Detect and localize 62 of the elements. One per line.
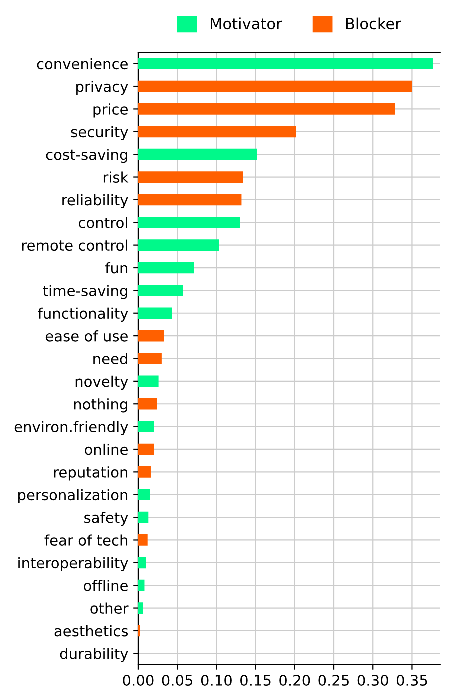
- y-tick-label: control: [79, 217, 128, 228]
- bar: [138, 126, 296, 138]
- y-tick-label: offline: [84, 580, 128, 592]
- y-tick-label: other: [90, 602, 129, 614]
- y-tick-label: personalization: [18, 489, 128, 504]
- bar: [138, 444, 154, 456]
- bar: [138, 421, 154, 432]
- y-tick-label: risk: [104, 172, 129, 184]
- y-tick-label: aesthetics: [54, 625, 128, 637]
- bar: [138, 308, 172, 320]
- legend-label: Motivator: [211, 18, 282, 30]
- x-tick-label: 0.30: [358, 674, 388, 686]
- bar: [138, 148, 258, 160]
- y-tick-label: novelty: [76, 376, 128, 390]
- bar: [138, 330, 164, 342]
- legend-label: Blocker: [346, 18, 402, 30]
- bar: [138, 104, 396, 115]
- y-tick-label: durability: [60, 648, 128, 662]
- y-tick-label: nothing: [74, 398, 128, 413]
- x-tick-label: 0.15: [240, 674, 271, 686]
- bar: [138, 58, 434, 70]
- bar: [138, 534, 148, 546]
- bar: [138, 557, 146, 569]
- bar: [138, 80, 412, 92]
- y-tick-label: time-saving: [43, 285, 128, 300]
- bar: [138, 512, 149, 524]
- y-tick-label: security: [71, 126, 128, 140]
- bar: [138, 353, 162, 364]
- bar: [138, 285, 184, 296]
- y-tick-label: safety: [84, 512, 128, 526]
- y-tick-label: interoperability: [18, 557, 128, 572]
- x-tick-label: 0.35: [396, 674, 428, 686]
- y-tick-label: convenience: [37, 58, 128, 70]
- x-tick-label: 0.25: [318, 674, 349, 686]
- bar: [138, 376, 159, 388]
- x-tick-label: 0.00: [123, 674, 154, 686]
- y-tick-label: need: [94, 353, 128, 364]
- y-tick-label: privacy: [76, 80, 128, 96]
- bar: [138, 489, 150, 501]
- bar: [138, 580, 145, 592]
- y-tick-label: remote control: [22, 240, 128, 252]
- y-tick-label: reliability: [62, 194, 128, 209]
- bar: [138, 602, 144, 614]
- bar: [138, 398, 158, 410]
- y-tick-label: cost-saving: [46, 149, 128, 164]
- y-tick-label: price: [94, 104, 128, 118]
- y-tick-label: reputation: [54, 466, 128, 481]
- bar: [138, 240, 220, 251]
- y-tick-label: functionality: [38, 308, 128, 322]
- x-tick-label: 0.10: [201, 674, 232, 686]
- y-tick-label: fear of tech: [44, 534, 128, 546]
- bar: [138, 172, 244, 183]
- bar: [138, 466, 151, 478]
- bar: [138, 262, 194, 274]
- y-tick-label: online: [85, 444, 128, 456]
- bar: [138, 194, 242, 206]
- x-tick-label: 0.20: [280, 674, 310, 686]
- y-tick-label: environ.friendly: [14, 421, 128, 436]
- y-tick-label: fun: [105, 262, 128, 274]
- bar: [138, 216, 240, 228]
- y-tick-label: ease of use: [46, 330, 128, 342]
- x-tick-label: 0.05: [162, 674, 193, 686]
